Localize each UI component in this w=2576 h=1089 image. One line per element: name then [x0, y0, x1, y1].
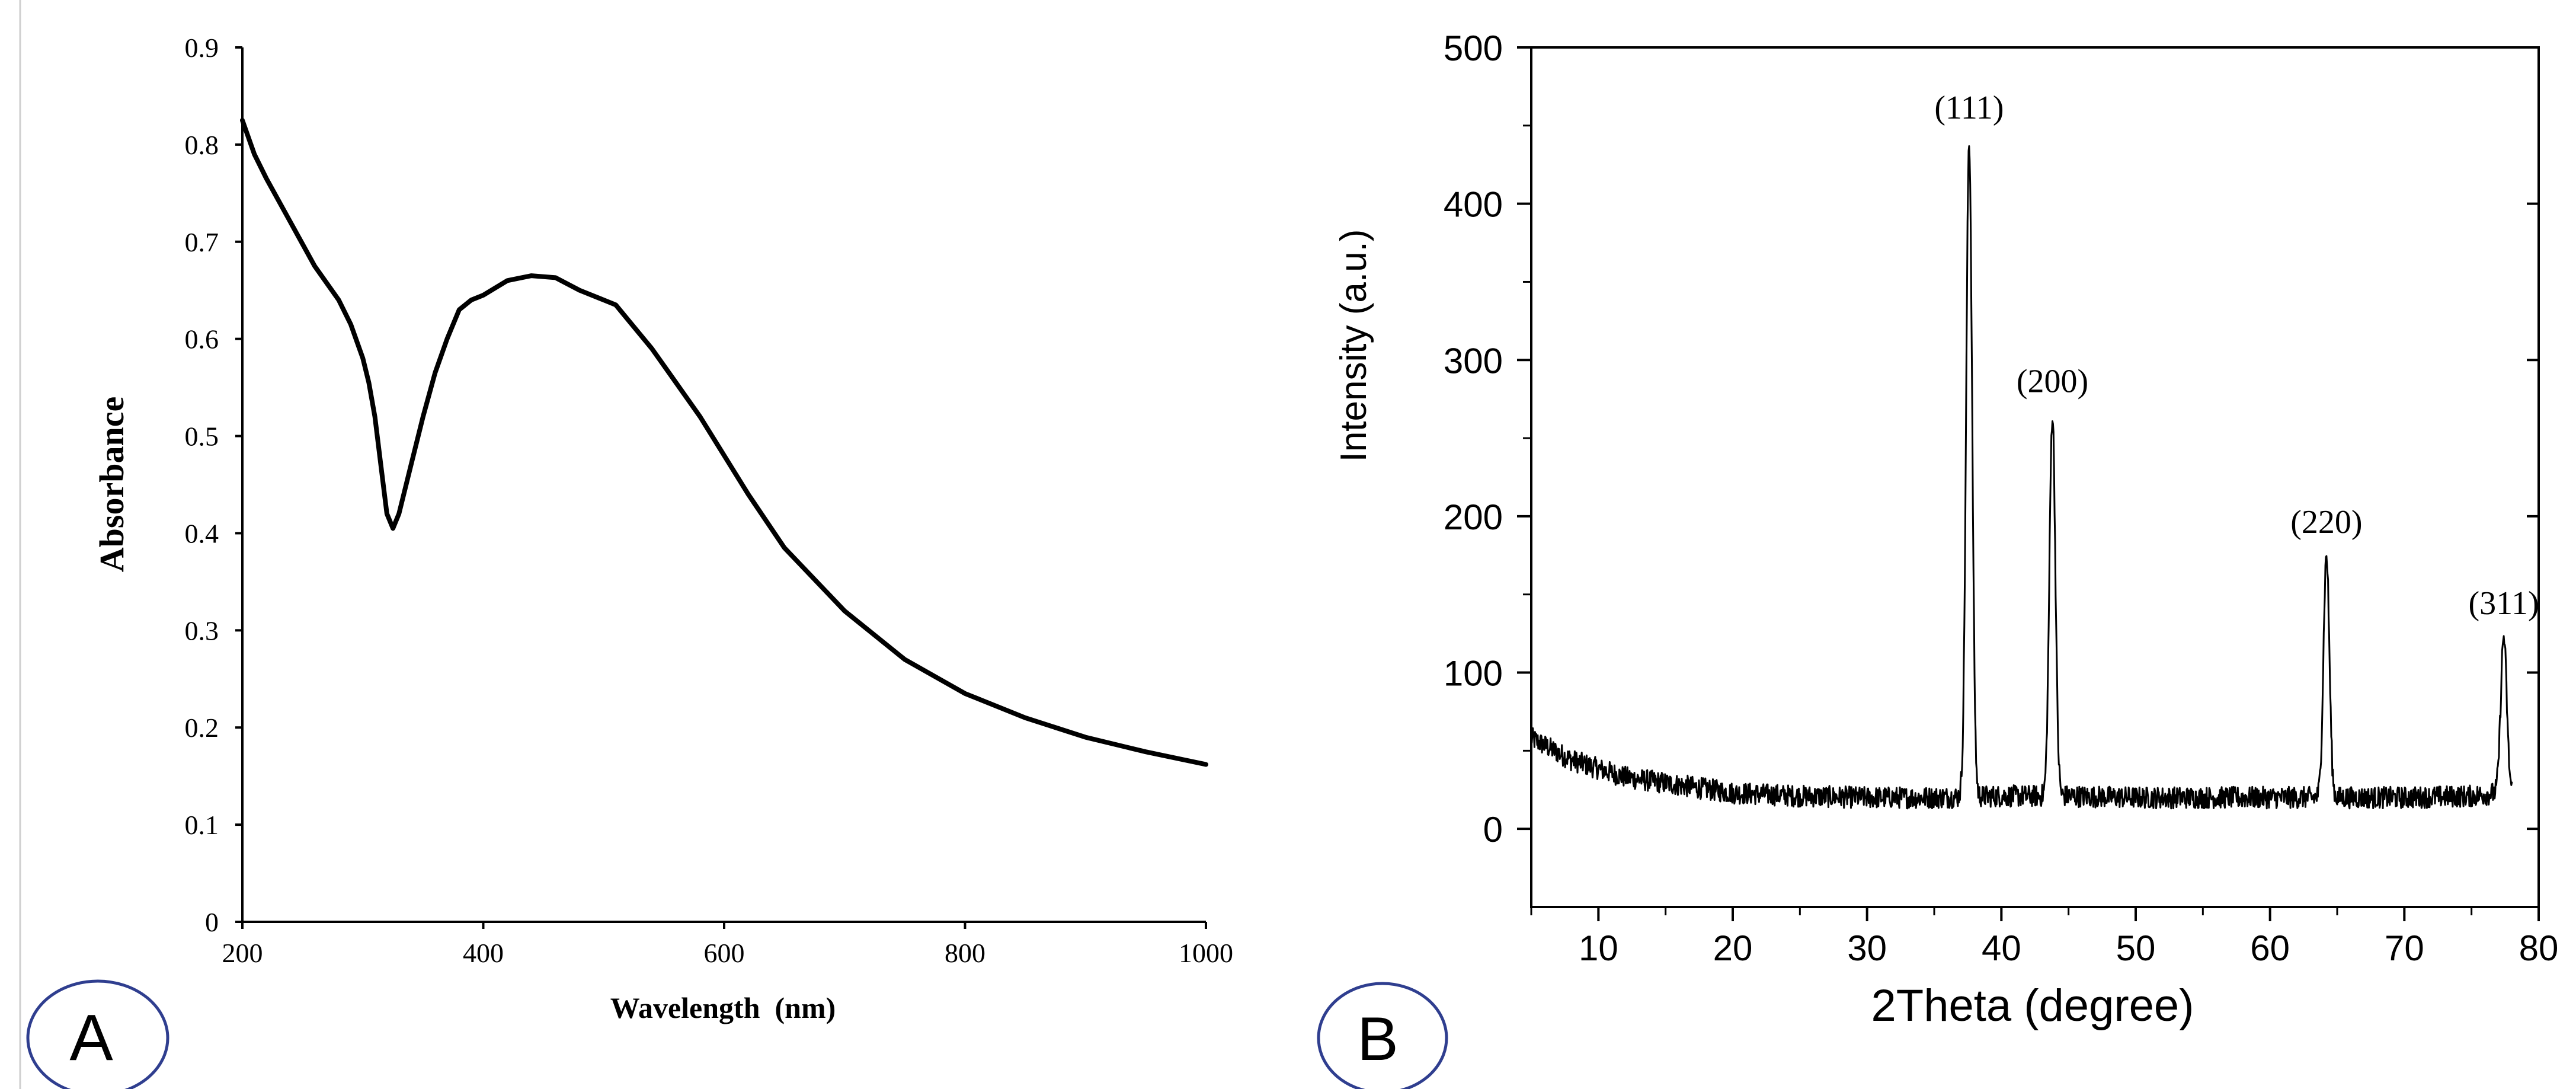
panel-b-x-tick-label: 70 [2385, 928, 2424, 968]
panel-b-y-tick-label: 200 [1444, 497, 1503, 537]
panel-b-peak-labels: (111) (200) (220) (311) [1934, 90, 2539, 622]
panel-b-x-tick-label: 50 [2116, 928, 2156, 968]
panel-b-label-circle [1317, 982, 1448, 1089]
panel-a-label-circle [26, 979, 169, 1089]
panel-a-y-tick-label: 0.7 [185, 227, 219, 257]
panel-a-x-tick-label: 1000 [1179, 938, 1233, 968]
panel-b-x-tick-label: 20 [1713, 928, 1753, 968]
panel-b-x-tick-label: 10 [1579, 928, 1618, 968]
panel-b-x-axis-label: 2Theta (degree) [1871, 981, 2194, 1031]
panel-a-y-tick-label: 0.6 [185, 324, 219, 355]
panel-a-y-tick-label: 0.1 [185, 810, 219, 840]
panel-b-frame [1530, 46, 2540, 908]
panel-b-x-tick-label: 80 [2519, 928, 2559, 968]
panel-a-x-tick-label: 400 [463, 938, 504, 968]
panel-a-absorbance-curve [240, 117, 1208, 767]
panel-a-y-tick-label: 0 [205, 907, 219, 937]
panel-a-y-tick-label: 0.4 [185, 518, 219, 548]
panel-a-y-tick-label: 0.8 [185, 130, 219, 160]
panel-a-x-tick-label: 600 [704, 938, 745, 968]
panel-a: 0 0.1 0.2 0.3 0.4 0.5 0.6 0.7 0.8 0.9 200 400 600 80… [19, 0, 1233, 1089]
panel-b-y-tick-label: 100 [1444, 654, 1503, 694]
panel-b-x-tick-label: 40 [1982, 928, 2021, 968]
panel-a-y-tick-label: 0.2 [185, 713, 219, 743]
panel-a-y-tick-label: 0.5 [185, 421, 219, 452]
panel-b-peak-label: (220) [2290, 504, 2362, 541]
panel-b-y-axis-label: Intensity (a.u.) [1333, 229, 1374, 462]
panel-a-x-tick-label: 800 [945, 938, 985, 968]
panel-b-xrd-pattern [1530, 145, 2513, 810]
panel-a-y-ticks: 0 0.1 0.2 0.3 0.4 0.5 0.6 0.7 0.8 0.9 [185, 33, 242, 937]
panel-b-y-tick-label: 400 [1444, 185, 1503, 225]
panel-a-y-tick-label: 0.3 [185, 615, 219, 646]
panel-a-x-ticks: 200 400 600 800 1000 [222, 922, 1233, 968]
panel-b-peak-label: (111) [1934, 90, 2004, 126]
panel-b-x-tick-label: 30 [1847, 928, 1887, 968]
panel-a-x-tick-label: 200 [222, 938, 263, 968]
panel-b-label: B [1357, 1005, 1398, 1074]
panel-a-label: A [69, 1001, 113, 1074]
panel-b-x-tick-label: 60 [2250, 928, 2290, 968]
panel-b-y-tick-label: 300 [1444, 341, 1503, 381]
panel-b-y-ticks: 0 100 200 300 400 500 [1444, 28, 2539, 850]
panel-b-y-tick-label: 500 [1444, 28, 1503, 68]
panel-a-y-tick-label: 0.9 [185, 33, 219, 63]
panel-b-peak-label: (311) [2468, 585, 2539, 622]
panel-b-x-ticks: 10 20 30 40 50 60 70 80 [1530, 907, 2559, 968]
panel-a-x-axis-label: Wavelength (nm) [610, 991, 836, 1024]
panel-b-y-tick-label: 0 [1483, 810, 1503, 850]
panel-b-peak-label: (200) [2017, 363, 2088, 400]
panel-a-y-axis-label: Absorbance [92, 397, 131, 572]
